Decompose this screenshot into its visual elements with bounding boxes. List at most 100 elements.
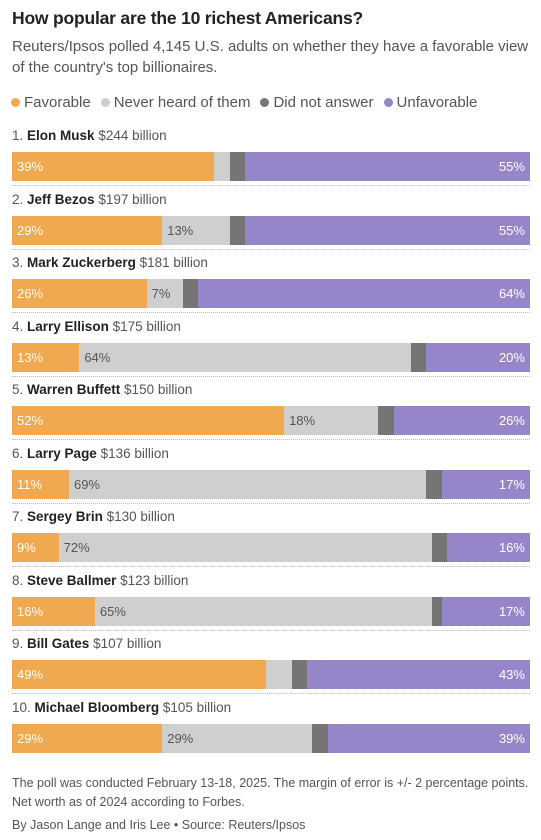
bar-segment-unfavorable: 16%: [447, 533, 530, 562]
stacked-bar-chart: 1. Elon Musk $244 billion 39% 55% 2. Jeff B…: [12, 128, 530, 753]
data-label: 16%: [17, 603, 44, 619]
net-worth: $150 billion: [124, 382, 193, 397]
data-label: 49%: [17, 667, 44, 682]
billionaire-name: Michael Bloomberg: [34, 699, 160, 715]
legend-swatch-no-answer: [260, 98, 270, 107]
data-label: 17%: [498, 476, 525, 492]
legend-label: Did not answer: [273, 94, 374, 111]
rank-number: 9.: [12, 636, 24, 651]
legend-label: Unfavorable: [396, 94, 478, 111]
bar-segment-never-heard-of-them: [265, 660, 292, 689]
legend-swatch-never-heard: [100, 98, 110, 107]
bar-segment-unfavorable: 20%: [426, 342, 530, 372]
bar-segment-favorable: 13%: [12, 342, 80, 372]
rank-number: 5.: [12, 382, 24, 397]
data-label: 20%: [498, 349, 525, 365]
billionaire-name: Bill Gates: [27, 636, 90, 651]
net-worth: $197 billion: [98, 191, 167, 207]
bar-segment-favorable: 11%: [12, 469, 69, 499]
footnote: The poll was conducted February 13-18, 2…: [12, 776, 529, 809]
stacked-bar: 13% 64% 20%: [12, 342, 530, 372]
stacked-bar: 9% 72% 16%: [12, 533, 530, 562]
legend-label: Never heard of them: [113, 94, 251, 111]
data-label: 39%: [17, 159, 44, 174]
data-label: 29%: [167, 730, 194, 746]
bar-segment-unfavorable: 43%: [307, 660, 530, 689]
data-label: 26%: [498, 413, 525, 428]
bar-segment-never-heard-of-them: 7%: [146, 279, 183, 308]
stacked-bar: 29% 13% 55%: [12, 215, 530, 245]
bar-segment-did-not-answer: [431, 533, 448, 562]
bar-segment-favorable: 9%: [12, 533, 59, 562]
data-label: 69%: [73, 476, 100, 492]
legend-item-favorable: Favorable: [11, 94, 91, 111]
bar-segment-unfavorable: 39%: [327, 723, 530, 753]
rank-number: 8.: [12, 572, 24, 588]
row-divider: [12, 375, 530, 377]
row-label: 6. Larry Page $136 billion: [12, 446, 169, 461]
data-label: 26%: [17, 286, 44, 301]
net-worth: $136 billion: [100, 445, 169, 461]
billionaire-name: Mark Zuckerberg: [27, 255, 136, 270]
row-divider: [12, 248, 530, 250]
billionaire-name: Larry Page: [27, 445, 97, 461]
billionaire-name: Elon Musk: [27, 128, 95, 143]
bar-segment-did-not-answer: [182, 279, 199, 308]
data-label: 13%: [17, 349, 44, 365]
bar-segment-favorable: 29%: [12, 215, 163, 245]
bar-segment-did-not-answer: [378, 406, 394, 435]
data-label: 11%: [17, 476, 43, 492]
row-label: 3. Mark Zuckerberg $181 billion: [12, 255, 208, 270]
data-label: 7%: [151, 286, 171, 301]
bar-segment-did-not-answer: [426, 469, 442, 499]
row-divider: [12, 566, 530, 567]
rank-number: 3.: [12, 255, 24, 270]
bar-segment-unfavorable: 17%: [441, 469, 530, 499]
bar-segment-never-heard-of-them: 65%: [94, 596, 432, 626]
bar-segment-favorable: 39%: [12, 152, 215, 181]
row-divider: [12, 312, 530, 313]
rank-number: 6.: [12, 445, 24, 461]
bar-segment-did-not-answer: [291, 660, 308, 689]
bar-segment-did-not-answer: [312, 723, 328, 753]
data-label: 64%: [498, 286, 525, 301]
row-label: 2. Jeff Bezos $197 billion: [12, 192, 167, 207]
bar-segment-favorable: 16%: [12, 596, 95, 626]
legend-swatch-favorable: [11, 98, 20, 107]
rank-number: 10.: [12, 699, 31, 715]
net-worth: $181 billion: [139, 255, 208, 270]
chart-subtitle: Reuters/Ipsos polled 4,145 U.S. adults o…: [12, 38, 529, 76]
bar-segment-did-not-answer: [410, 342, 427, 372]
row-label: 1. Elon Musk $244 billion: [12, 128, 167, 143]
data-label: 17%: [498, 603, 525, 619]
billionaire-name: Steve Ballmer: [27, 572, 117, 588]
bar-segment-never-heard-of-them: 29%: [162, 723, 313, 753]
bar-segment-unfavorable: 55%: [245, 152, 530, 181]
row-divider: [12, 185, 530, 186]
legend-label: Favorable: [24, 94, 91, 111]
data-label: 43%: [498, 667, 525, 682]
billionaire-name: Warren Buffett: [27, 382, 121, 397]
data-label: 16%: [498, 540, 525, 555]
rank-number: 1.: [12, 128, 24, 143]
rank-number: 7.: [12, 509, 24, 524]
data-label: 29%: [17, 222, 44, 238]
bar-segment-never-heard-of-them: 69%: [68, 469, 427, 499]
stacked-bar: 52% 18% 26%: [12, 406, 530, 435]
bar-segment-favorable: 26%: [12, 279, 147, 308]
rank-number: 4.: [12, 318, 24, 334]
legend-item-no-answer: Did not answer: [260, 94, 374, 111]
row-label: 8. Steve Ballmer $123 billion: [12, 573, 188, 588]
data-label: 65%: [99, 603, 126, 619]
stacked-bar: 26% 7% 64%: [12, 279, 530, 308]
row-divider: [12, 439, 530, 440]
data-label: 39%: [498, 730, 525, 746]
bar-segment-did-not-answer: [229, 215, 246, 245]
billionaire-name: Jeff Bezos: [27, 191, 95, 207]
net-worth: $123 billion: [120, 572, 189, 588]
bar-segment-never-heard-of-them: 13%: [162, 215, 230, 245]
stacked-bar: 11% 69% 17%: [12, 469, 530, 499]
bar-segment-unfavorable: 55%: [245, 215, 530, 245]
net-worth: $107 billion: [93, 636, 162, 651]
row-divider: [12, 502, 530, 504]
